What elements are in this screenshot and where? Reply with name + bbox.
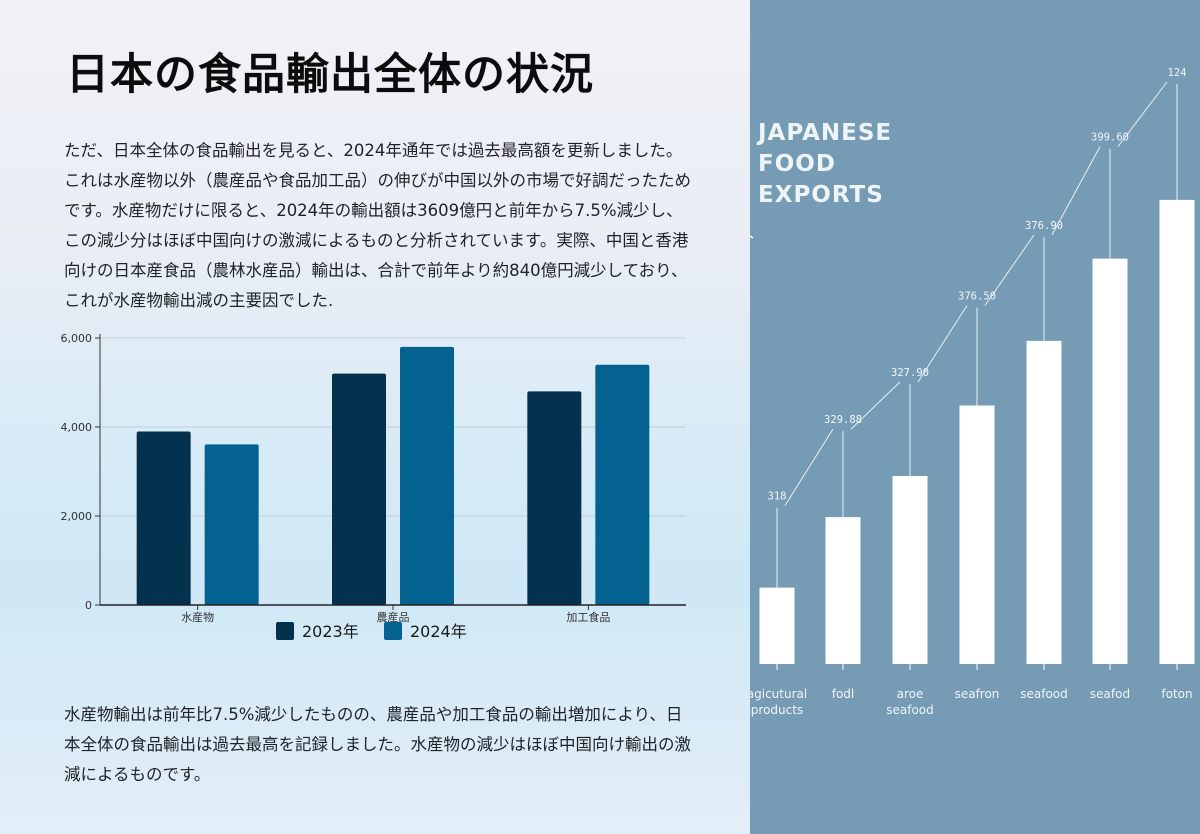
illustration-data-label: 399.60 bbox=[1091, 132, 1129, 144]
legend-swatch bbox=[384, 622, 402, 640]
text-panel: 日本の食品輸出全体の状況 ただ、日本全体の食品輸出を見ると、2024年通年では過… bbox=[0, 0, 750, 834]
illustration-data-label: 318 bbox=[768, 491, 787, 503]
trend-line bbox=[984, 234, 1035, 306]
bar bbox=[136, 431, 191, 605]
illustration-bar-chart: 318 329.88 327.90 376.50 376.90 399.60 124 agic… bbox=[750, 67, 1195, 717]
legend-label: 2023年 bbox=[302, 622, 359, 641]
illustration-bar bbox=[1159, 199, 1195, 664]
illustration-bar bbox=[759, 587, 795, 664]
bar bbox=[595, 364, 650, 605]
y-tick-label: 4,000 bbox=[61, 421, 93, 434]
illustration-data-label: 329.88 bbox=[824, 414, 862, 426]
bar bbox=[332, 373, 386, 605]
summary-paragraph: 水産物輸出は前年比7.5%減少したものの、農産品や加工食品の輸出増加により、日本… bbox=[64, 705, 691, 784]
decor-tick bbox=[750, 235, 754, 239]
illustration-bar bbox=[1026, 340, 1062, 664]
illustration-title: JAPANESE FOOD EXPORTS bbox=[758, 120, 893, 208]
illustration-x-label: aroe seafood bbox=[886, 687, 934, 717]
bar bbox=[400, 346, 454, 605]
legend-label: 2024年 bbox=[410, 622, 467, 641]
trend-line bbox=[1051, 146, 1101, 236]
legend-swatch bbox=[276, 622, 294, 640]
bar bbox=[527, 391, 582, 605]
food-export-bar-chart: 0 2,000 4,000 6,000 水産物 農産品 加工食品 2023年 2024年 bbox=[61, 332, 686, 641]
illustration-data-label: 376.90 bbox=[1025, 220, 1063, 232]
illustration-bar bbox=[959, 405, 995, 664]
illustration-bar bbox=[825, 517, 861, 664]
illustration-x-label: fodl bbox=[832, 687, 855, 701]
illustration-x-label: seafood bbox=[1020, 687, 1068, 701]
intro-paragraph: ただ、日本全体の食品輸出を見ると、2024年通年では過去最高額を更新しました。こ… bbox=[64, 141, 691, 310]
page-title: 日本の食品輸出全体の状況 bbox=[66, 50, 594, 100]
trend-line bbox=[917, 305, 968, 383]
illustration-bar bbox=[1092, 258, 1128, 664]
illustration-data-label: 124 bbox=[1168, 67, 1187, 79]
y-tick-label: 6,000 bbox=[61, 332, 93, 345]
illustration-x-label: seafod bbox=[1090, 687, 1130, 701]
illustration-x-label: foton bbox=[1161, 687, 1192, 701]
y-tick-label: 0 bbox=[85, 599, 92, 612]
illustration-x-label: agicutural products bbox=[750, 687, 807, 717]
x-tick-label: 水産物 bbox=[181, 610, 214, 624]
illustration-data-label: 376.50 bbox=[958, 291, 996, 303]
illustration-panel: 318 329.88 327.90 376.50 376.90 399.60 124 agic… bbox=[750, 0, 1200, 834]
illustration-bar bbox=[892, 476, 928, 664]
trend-line bbox=[1117, 81, 1168, 147]
trend-line bbox=[850, 381, 901, 430]
illustration-data-label: 327.90 bbox=[891, 367, 929, 379]
x-tick-label: 農産品 bbox=[377, 610, 410, 624]
trend-line bbox=[784, 428, 834, 506]
y-tick-label: 2,000 bbox=[61, 510, 93, 523]
illustration-x-label: seafron bbox=[955, 687, 1000, 701]
x-tick-label: 加工食品 bbox=[566, 610, 610, 624]
bar bbox=[204, 444, 259, 605]
